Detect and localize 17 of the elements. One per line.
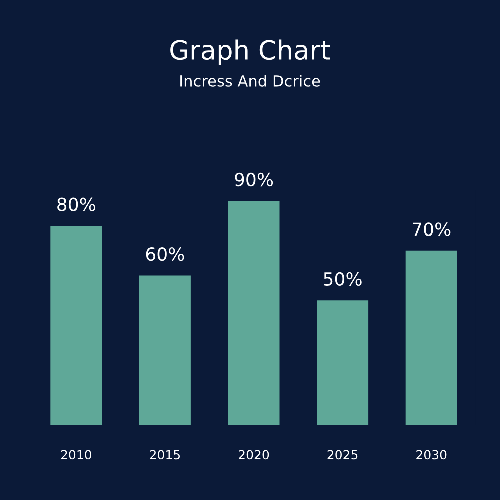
data-label: 50%	[324, 272, 362, 286]
data-label: 70%	[413, 222, 451, 236]
x-tick-label: 2025	[328, 450, 358, 460]
x-tick-label: 2010	[61, 450, 92, 460]
chart-subtitle: Incress And Dcrice	[180, 75, 320, 87]
bar	[228, 201, 280, 425]
bar	[50, 226, 102, 425]
data-label: 80%	[58, 198, 96, 212]
data-label: 60%	[146, 248, 184, 262]
bar	[139, 276, 191, 425]
chart-title: Graph Chart	[170, 40, 330, 66]
bar	[317, 300, 369, 425]
x-tick-label: 2020	[239, 450, 270, 460]
data-label: 90%	[235, 172, 274, 187]
x-tick-label: 2015	[150, 450, 180, 460]
x-tick-label: 2030	[416, 450, 447, 460]
bar	[406, 250, 458, 425]
